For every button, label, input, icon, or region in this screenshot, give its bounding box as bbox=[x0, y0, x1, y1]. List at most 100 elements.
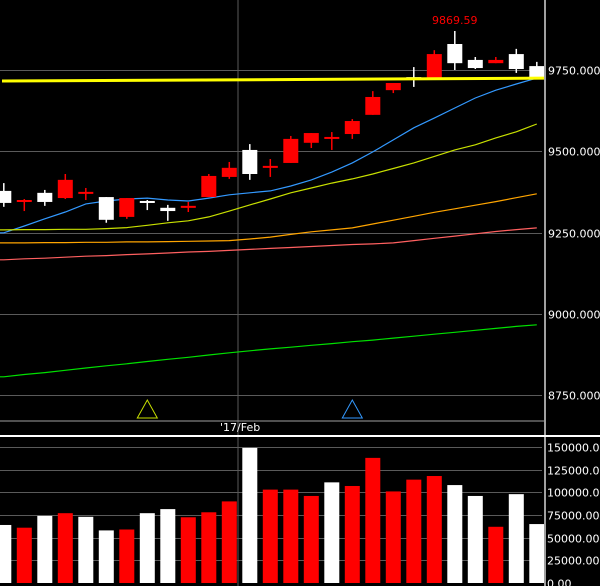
volume-bar bbox=[385, 491, 401, 583]
candle bbox=[283, 135, 299, 163]
candle-body bbox=[78, 191, 94, 194]
candle bbox=[160, 204, 176, 221]
volume-tick-label: 150000.00 bbox=[547, 442, 600, 455]
volume-bar bbox=[488, 526, 504, 583]
candle-body bbox=[344, 121, 360, 135]
candle bbox=[180, 201, 196, 213]
volume-bar bbox=[119, 529, 135, 583]
candle-body bbox=[221, 167, 237, 177]
candle bbox=[37, 189, 53, 206]
horizontal-level-line[interactable] bbox=[1, 76, 547, 83]
volume-tick-label: 50000.00 bbox=[547, 533, 600, 546]
candle bbox=[221, 161, 237, 179]
candle bbox=[119, 198, 135, 219]
candle-body bbox=[16, 200, 32, 202]
candle-body bbox=[57, 179, 73, 199]
volume-tick-label: 25000.00 bbox=[547, 555, 600, 568]
candle-body bbox=[160, 207, 176, 212]
volume-bar bbox=[365, 457, 381, 583]
volume-bar bbox=[98, 530, 114, 583]
candle-body bbox=[447, 44, 463, 64]
volume-bar bbox=[139, 513, 155, 583]
volume-bar bbox=[78, 516, 94, 583]
volume-tick-label: 125000.00 bbox=[547, 465, 600, 478]
max-price-label: 9869.59 bbox=[432, 14, 478, 27]
candle bbox=[365, 91, 381, 115]
signal-markers bbox=[136, 398, 364, 419]
level-line-group[interactable] bbox=[1, 76, 547, 83]
candle bbox=[467, 57, 483, 70]
candle bbox=[447, 31, 463, 70]
candle-body bbox=[385, 83, 401, 91]
candle-body bbox=[262, 165, 278, 168]
candle-body bbox=[283, 138, 299, 163]
candle bbox=[201, 174, 217, 198]
volume-bar bbox=[37, 515, 53, 583]
volume-tick-label: 100000.00 bbox=[547, 487, 600, 500]
volume-bar bbox=[324, 482, 340, 583]
candle-body bbox=[508, 54, 524, 70]
price-tick-label: 9500.000 bbox=[548, 146, 600, 159]
volume-bar bbox=[16, 527, 32, 583]
price-tick-label: 9000.000 bbox=[548, 309, 600, 322]
candle bbox=[242, 144, 258, 180]
candle bbox=[324, 132, 340, 150]
candle-body bbox=[201, 175, 217, 198]
volume-axis-labels: 150000.00 125000.00 100000.00 75000.00 50000… bbox=[547, 442, 600, 586]
candle-body bbox=[139, 200, 155, 203]
price-tick-label: 9750.000 bbox=[548, 65, 600, 78]
ma-yellow-line bbox=[0, 123, 538, 231]
candle-body bbox=[0, 190, 12, 203]
candle bbox=[98, 197, 114, 223]
candle-body bbox=[98, 197, 114, 220]
volume-bar bbox=[242, 447, 258, 583]
candle bbox=[78, 187, 94, 200]
volume-tick-label: 0.00 bbox=[547, 578, 572, 586]
volume-bar bbox=[303, 495, 319, 583]
volume-bars bbox=[0, 447, 545, 583]
candle-body bbox=[180, 205, 196, 208]
triangle-marker-icon bbox=[136, 398, 159, 419]
candle bbox=[508, 48, 524, 73]
candle-body bbox=[37, 192, 53, 202]
candle bbox=[139, 200, 155, 211]
candle bbox=[344, 119, 360, 139]
candle-body bbox=[365, 96, 381, 115]
volume-bar bbox=[0, 524, 12, 583]
volume-bar bbox=[426, 476, 442, 583]
volume-bar bbox=[201, 512, 217, 583]
candle-body bbox=[529, 66, 545, 78]
candles bbox=[0, 31, 545, 223]
volume-bar bbox=[529, 524, 545, 583]
moving-averages bbox=[0, 77, 538, 378]
volume-bar bbox=[160, 509, 176, 583]
ma-blue-line bbox=[0, 77, 537, 234]
candle-body bbox=[467, 59, 483, 69]
volume-bar bbox=[447, 485, 463, 583]
candle-body bbox=[119, 198, 135, 217]
price-tick-label: 8750.000 bbox=[548, 390, 600, 403]
price-tick-label: 9250.000 bbox=[548, 228, 600, 241]
date-label: '17/Feb bbox=[220, 421, 260, 434]
volume-bar bbox=[262, 489, 278, 583]
candle bbox=[488, 57, 504, 64]
volume-bar bbox=[180, 517, 196, 583]
volume-bar bbox=[283, 489, 299, 583]
volume-bar bbox=[406, 479, 422, 583]
candle bbox=[262, 159, 278, 177]
candle-body bbox=[488, 59, 504, 64]
triangle-marker-icon bbox=[341, 398, 364, 419]
ma-pink-line bbox=[0, 227, 537, 261]
candle bbox=[303, 133, 319, 148]
candle bbox=[385, 83, 401, 94]
candle-body bbox=[426, 54, 442, 80]
candle-body bbox=[242, 149, 258, 174]
price-grid bbox=[0, 70, 542, 396]
candle bbox=[529, 61, 545, 80]
volume-bar bbox=[57, 513, 73, 583]
volume-bar bbox=[344, 485, 360, 583]
candle bbox=[57, 174, 73, 200]
candle bbox=[426, 50, 442, 80]
